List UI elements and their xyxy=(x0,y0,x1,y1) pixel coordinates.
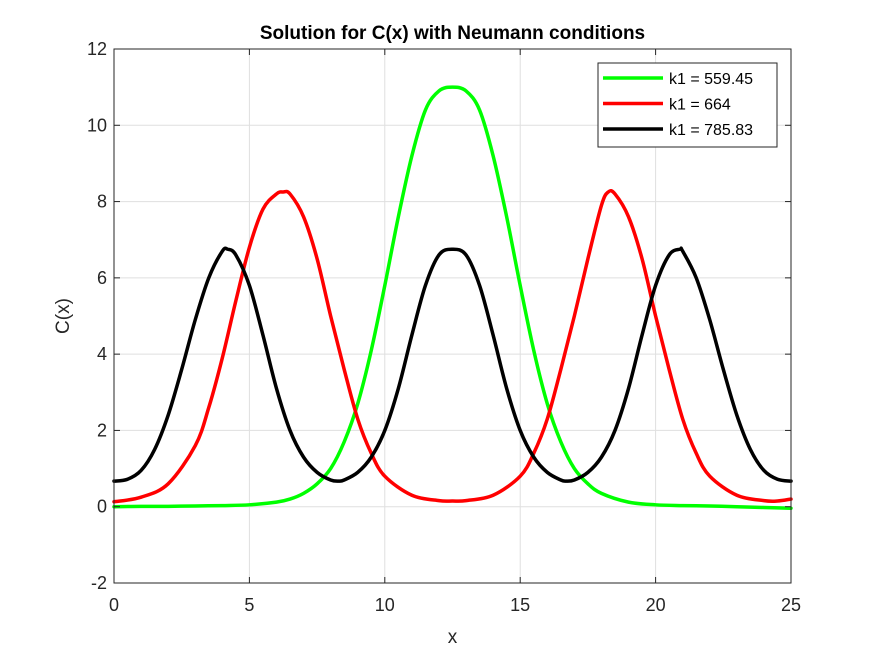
legend-label-1: k1 = 664 xyxy=(669,97,731,114)
legend: k1 = 559.45 k1 = 664 k1 = 785.83 xyxy=(597,62,778,148)
x-axis-label: x xyxy=(448,627,458,648)
y-tick-label: 10 xyxy=(87,115,107,135)
y-tick-label: -2 xyxy=(91,573,107,593)
series-line-2 xyxy=(112,246,793,483)
legend-label-2: k1 = 785.83 xyxy=(669,122,753,139)
y-tick-label: 12 xyxy=(87,39,107,59)
x-tick-label: 10 xyxy=(375,595,395,615)
x-tick-label: 5 xyxy=(244,595,254,615)
x-tick-label: 25 xyxy=(781,595,801,615)
y-tick-label: 6 xyxy=(97,268,107,288)
x-tick-label: 20 xyxy=(646,595,666,615)
axes-box xyxy=(113,48,792,584)
series-line-1 xyxy=(112,188,793,504)
x-tick-label: 0 xyxy=(109,595,119,615)
y-tick-label: 0 xyxy=(97,497,107,517)
y-axis-label: C(x) xyxy=(53,298,74,334)
y-tick-label: 4 xyxy=(97,344,107,364)
y-tick-label: 2 xyxy=(97,420,107,440)
chart-title: Solution for C(x) with Neumann condition… xyxy=(260,23,645,44)
series-lines xyxy=(112,85,793,510)
legend-label-0: k1 = 559.45 xyxy=(669,71,753,88)
y-tick-label: 8 xyxy=(97,192,107,212)
x-tick-label: 15 xyxy=(510,595,530,615)
series-line-0 xyxy=(112,85,793,510)
